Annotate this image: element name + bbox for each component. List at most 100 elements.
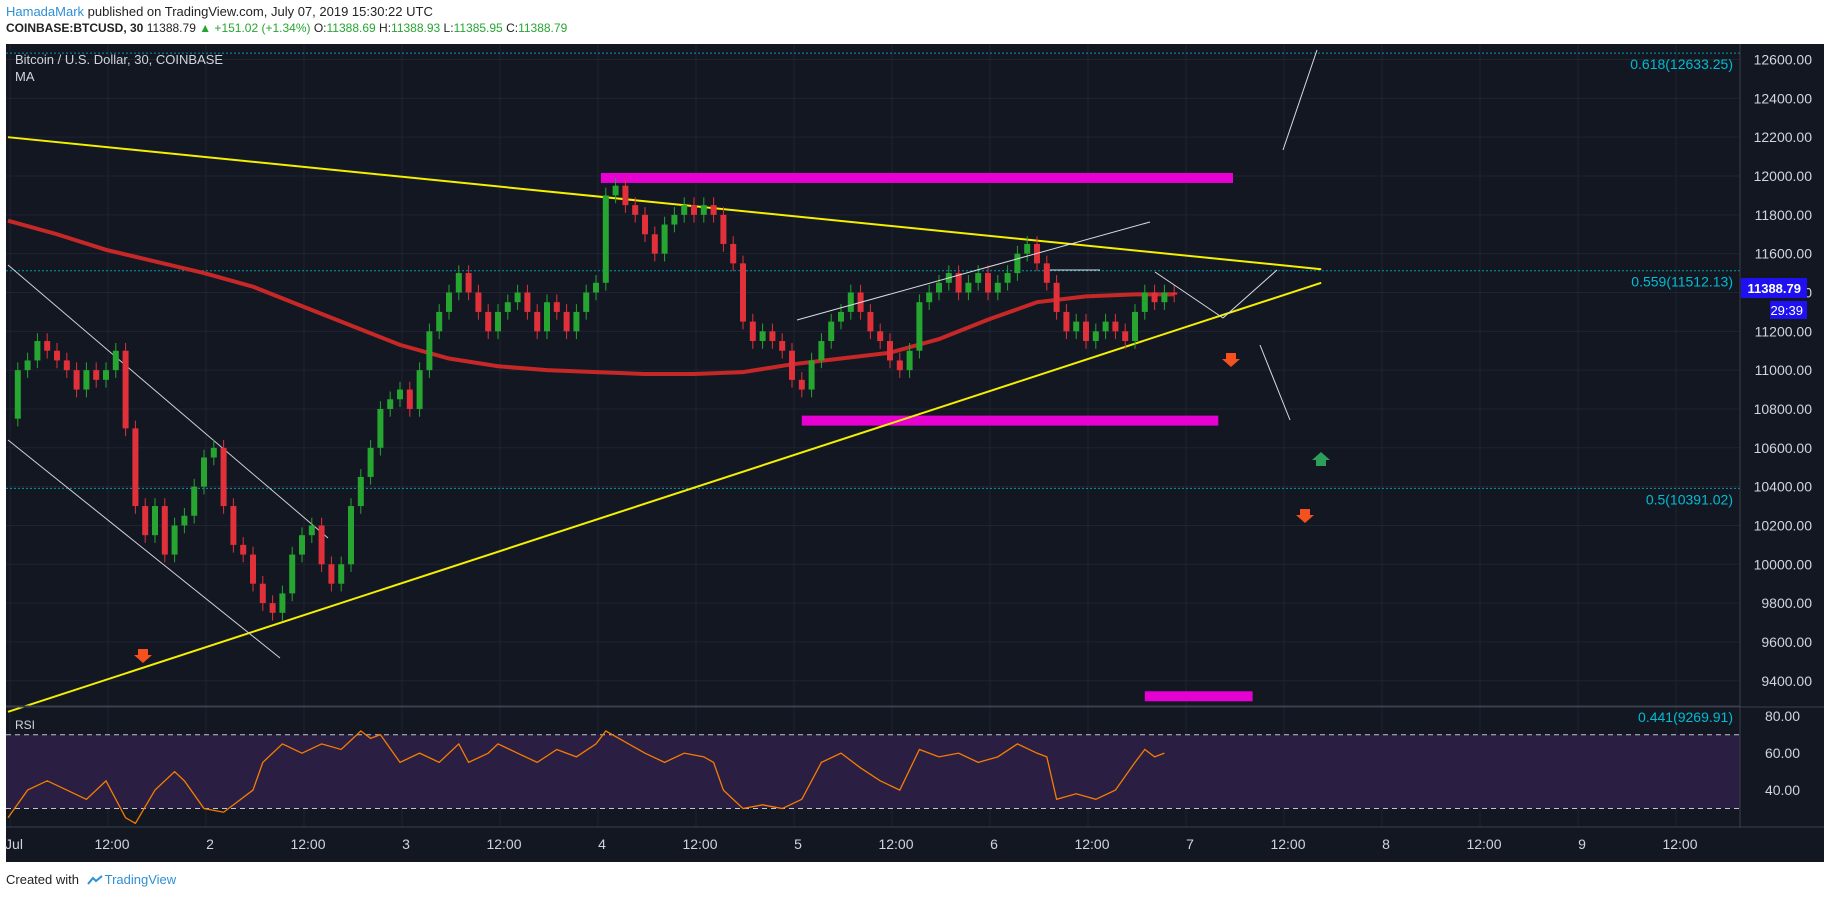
candle-body xyxy=(132,428,139,507)
time-tick-label: 4 xyxy=(598,836,606,852)
candle-body xyxy=(279,593,286,613)
candle-body xyxy=(357,476,364,507)
drawn-arrow-line xyxy=(1222,269,1278,319)
up-arrow-icon xyxy=(1312,452,1330,466)
candle-body xyxy=(1112,321,1119,332)
candle-body xyxy=(210,447,217,458)
time-tick-label: 12:00 xyxy=(878,836,913,852)
ma-legend: MA xyxy=(15,69,35,84)
trendlines xyxy=(7,136,1322,713)
candle-body xyxy=(269,603,276,613)
price-tick-label: 11800.00 xyxy=(1755,207,1813,223)
candle-body xyxy=(877,331,884,342)
time-tick-label: 8 xyxy=(1382,836,1390,852)
candle-body xyxy=(1083,321,1089,342)
candle-body xyxy=(1092,331,1099,342)
candle-body xyxy=(720,214,727,244)
time-tick-label: 5 xyxy=(794,836,802,852)
candle-body xyxy=(818,341,825,361)
arrows xyxy=(134,49,1330,663)
high-label: H: xyxy=(379,21,392,35)
symbol-line: COINBASE:BTCUSD, 30 11388.79 ▲ +151.02 (… xyxy=(6,20,567,36)
candle-body xyxy=(34,341,41,361)
candle-body xyxy=(985,273,991,293)
countdown-label: 29:39 xyxy=(1770,303,1803,318)
zones xyxy=(600,172,1253,702)
candle-body xyxy=(681,205,688,215)
zone-rect xyxy=(600,172,1233,183)
time-tick-label: 3 xyxy=(402,836,410,852)
rsi-panel xyxy=(6,706,1824,825)
candle-body xyxy=(808,360,815,390)
time-tick-label: 7 xyxy=(1186,836,1194,852)
candle-body xyxy=(308,525,315,536)
candle-body xyxy=(426,331,433,371)
candle-body xyxy=(867,311,874,332)
candle-body xyxy=(622,185,629,206)
candle-body xyxy=(14,370,21,419)
zone-rect xyxy=(1144,691,1253,702)
rsi-line xyxy=(7,730,1165,825)
last-price: 11388.79 xyxy=(146,21,196,35)
author-link[interactable]: HamadaMark xyxy=(6,4,85,19)
candle-body xyxy=(1171,292,1178,295)
time-tick-label: 6 xyxy=(990,836,998,852)
price-badge-label: 11388.79 xyxy=(1747,281,1801,296)
candle-body xyxy=(955,273,962,293)
candle-body xyxy=(1132,311,1138,342)
fib-label: 0.441(9269.91) xyxy=(1638,709,1733,725)
low-value: 11385.95 xyxy=(453,21,503,35)
candle-body xyxy=(161,506,168,555)
candle-body xyxy=(730,243,737,264)
drawn-arrow-line xyxy=(1154,271,1224,319)
candle-body xyxy=(994,282,1001,293)
candle-body xyxy=(122,350,129,429)
candle-body xyxy=(191,486,198,516)
time-tick-label: 12:00 xyxy=(290,836,325,852)
candle-body xyxy=(916,302,923,351)
change-value: ▲ +151.02 (+1.34%) xyxy=(199,21,311,35)
price-tick-label: 12600.00 xyxy=(1754,52,1813,68)
candle-body xyxy=(348,506,354,565)
price-tick-label: 12400.00 xyxy=(1754,90,1813,106)
candle-body xyxy=(54,350,60,361)
candle-body xyxy=(749,321,756,342)
price-tick-label: 9400.00 xyxy=(1761,673,1812,689)
time-tick-label: 2 xyxy=(206,836,214,852)
candle-body xyxy=(142,506,149,536)
candle-body xyxy=(524,292,531,312)
price-tick-label: 11000.00 xyxy=(1755,362,1813,378)
trendline xyxy=(7,281,1322,713)
axes: 12600.00 12400.00 12200.00 12000.00 11800.00… xyxy=(5,44,1824,852)
candle-body xyxy=(1004,273,1011,283)
candle-body xyxy=(759,331,766,342)
tradingview-brand-link[interactable]: TradingView xyxy=(104,872,177,887)
candle-body xyxy=(612,185,619,196)
candle-body xyxy=(63,360,70,371)
candle-body xyxy=(1063,311,1070,332)
candle-body xyxy=(779,341,786,351)
candle-body xyxy=(338,564,345,584)
candle-body xyxy=(171,525,178,555)
candle-body xyxy=(583,292,590,312)
candle-body xyxy=(602,195,609,283)
price-tick-label: 12200.00 xyxy=(1754,129,1813,145)
candle-body xyxy=(965,282,972,293)
candle-body xyxy=(112,350,119,371)
candle-body xyxy=(798,379,805,390)
candle-body xyxy=(887,341,893,361)
trendline xyxy=(7,136,1322,271)
down-arrow-icon xyxy=(1296,509,1314,523)
candle-body xyxy=(740,263,746,322)
tradingview-logo-icon xyxy=(86,875,103,885)
ma-line xyxy=(7,218,1175,377)
price-tick-label: 10600.00 xyxy=(1754,440,1813,456)
candle-body xyxy=(73,370,80,390)
price-tick-label: 10200.00 xyxy=(1754,517,1813,533)
candle-body xyxy=(563,311,570,332)
candle-body xyxy=(299,535,305,555)
candle-body xyxy=(230,506,237,545)
fib-label: 0.559(11512.13) xyxy=(1631,274,1733,290)
candle-body xyxy=(387,399,394,409)
